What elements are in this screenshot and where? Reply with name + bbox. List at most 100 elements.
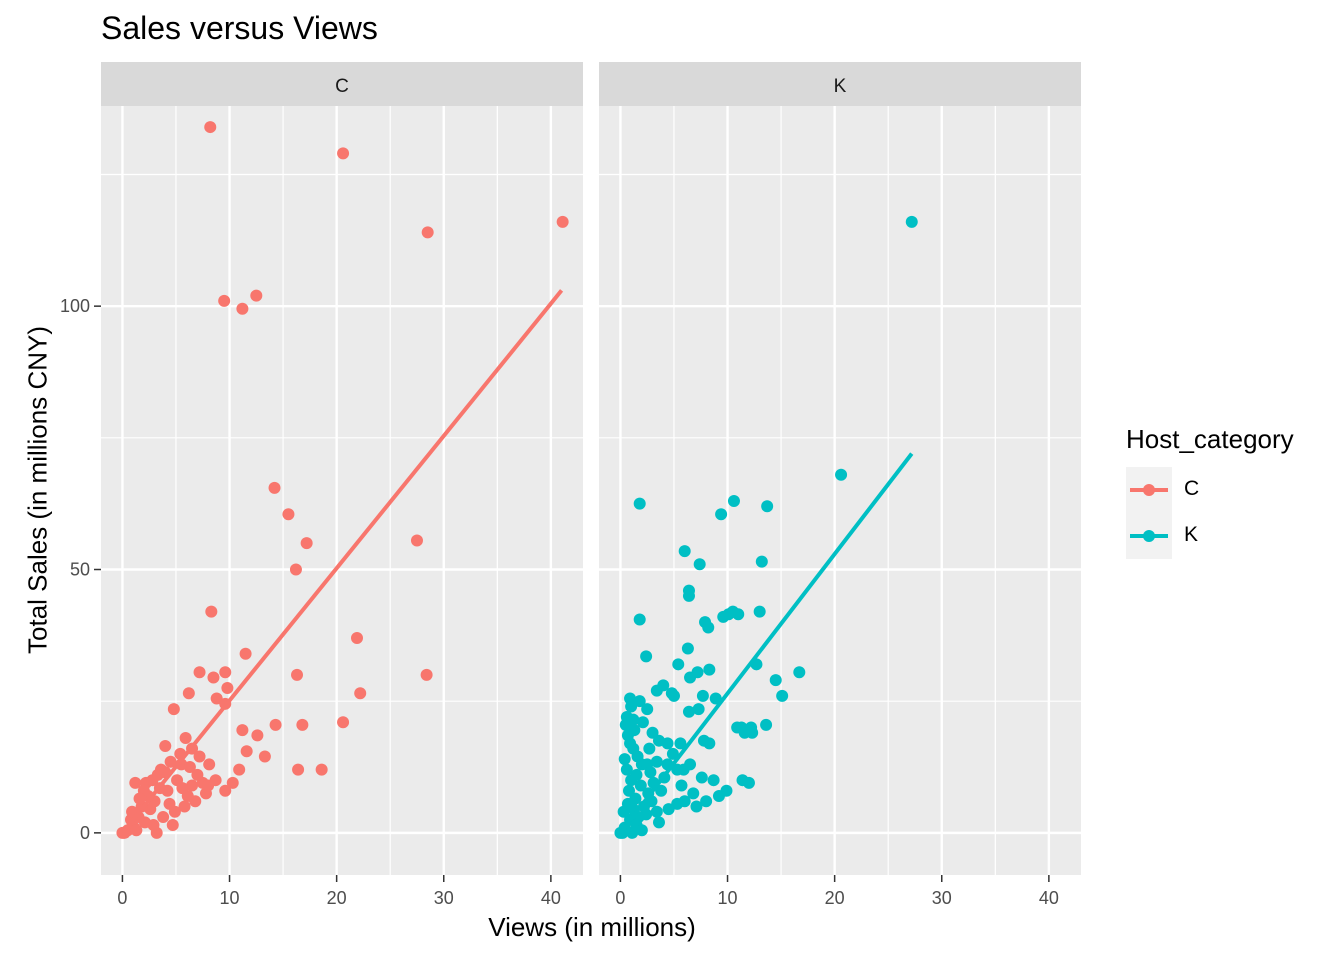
data-point <box>633 497 646 510</box>
legend-label-k: K <box>1184 523 1199 546</box>
data-point <box>219 666 232 679</box>
y-axis-label: Total Sales (in millions CNY) <box>22 326 53 654</box>
x-tick-label: 20 <box>327 888 347 908</box>
legend-key-point <box>1143 484 1155 496</box>
trend-line <box>618 452 914 835</box>
data-point <box>661 737 674 750</box>
data-point <box>666 747 679 760</box>
data-point <box>682 705 695 718</box>
data-point <box>717 610 730 623</box>
data-point <box>760 718 773 731</box>
facet-strip-label: K <box>834 76 847 97</box>
data-point <box>221 682 234 695</box>
data-point <box>258 750 271 763</box>
panel-background <box>101 106 583 875</box>
chart-title: Sales versus Views <box>101 10 378 46</box>
data-point <box>204 121 217 134</box>
facet-strip <box>599 62 1081 106</box>
data-point <box>643 742 656 755</box>
data-point <box>709 692 722 705</box>
x-tick-label: 30 <box>932 888 952 908</box>
data-point <box>630 768 643 781</box>
data-point <box>702 621 715 634</box>
data-point <box>650 684 663 697</box>
data-point <box>163 797 176 810</box>
data-point <box>210 692 223 705</box>
y-tick-label: 50 <box>70 560 90 580</box>
legend-label-c: C <box>1184 477 1200 500</box>
data-point <box>652 816 665 829</box>
x-axis-label: Views (in millions) <box>488 912 696 942</box>
x-tick-label: 30 <box>434 888 454 908</box>
data-point <box>337 716 350 729</box>
data-point <box>147 818 160 831</box>
data-point <box>755 555 768 568</box>
data-point <box>219 784 232 797</box>
facet-panel-c: C 0 10 20 30 40 0 50 100 <box>60 62 583 908</box>
data-point <box>167 703 180 716</box>
data-point <box>672 658 685 671</box>
x-tick-label: 10 <box>220 888 240 908</box>
data-point <box>682 589 695 602</box>
data-point <box>193 750 206 763</box>
data-point <box>678 545 691 558</box>
data-point <box>129 776 142 789</box>
facet-strip-label: C <box>335 76 349 97</box>
data-point <box>315 763 328 776</box>
data-point <box>692 703 705 716</box>
x-tick-label: 10 <box>718 888 738 908</box>
data-point <box>133 792 146 805</box>
data-point <box>282 508 295 521</box>
data-point <box>157 811 170 824</box>
x-tick-label: 40 <box>541 888 561 908</box>
data-point <box>793 666 806 679</box>
data-point <box>650 805 663 818</box>
data-point <box>250 289 263 302</box>
data-point <box>350 631 363 644</box>
data-point <box>634 779 647 792</box>
data-point <box>183 761 196 774</box>
data-point <box>420 668 433 681</box>
data-point <box>727 495 740 508</box>
data-point <box>703 737 716 750</box>
data-point <box>633 613 646 626</box>
facet-strip <box>101 62 583 106</box>
data-point <box>674 737 687 750</box>
data-point <box>742 776 755 789</box>
data-point <box>556 215 569 228</box>
data-point <box>746 726 759 739</box>
data-point <box>292 763 305 776</box>
data-point <box>712 789 725 802</box>
data-point <box>269 718 282 731</box>
data-point <box>300 537 313 550</box>
data-point <box>205 605 218 618</box>
data-point <box>761 500 774 513</box>
data-point <box>240 745 253 758</box>
data-point <box>291 668 304 681</box>
data-point <box>732 608 745 621</box>
data-point <box>207 671 220 684</box>
data-point <box>218 294 231 307</box>
data-point <box>186 779 199 792</box>
data-point <box>715 508 728 521</box>
x-tick-label: 0 <box>615 888 625 908</box>
data-point <box>835 468 848 481</box>
data-point <box>644 766 657 779</box>
y-tick-label: 100 <box>60 296 90 316</box>
data-point <box>130 824 143 837</box>
data-point <box>226 776 239 789</box>
data-point <box>239 647 252 660</box>
data-point <box>236 302 249 315</box>
data-point <box>233 763 246 776</box>
data-point <box>176 782 189 795</box>
data-point <box>618 753 631 766</box>
data-point <box>179 732 192 745</box>
data-point <box>203 758 216 771</box>
data-point <box>268 481 281 494</box>
data-point <box>640 650 653 663</box>
legend-title: Host_category <box>1126 424 1294 454</box>
data-point <box>671 797 684 810</box>
data-point <box>703 663 716 676</box>
data-point <box>159 739 172 752</box>
